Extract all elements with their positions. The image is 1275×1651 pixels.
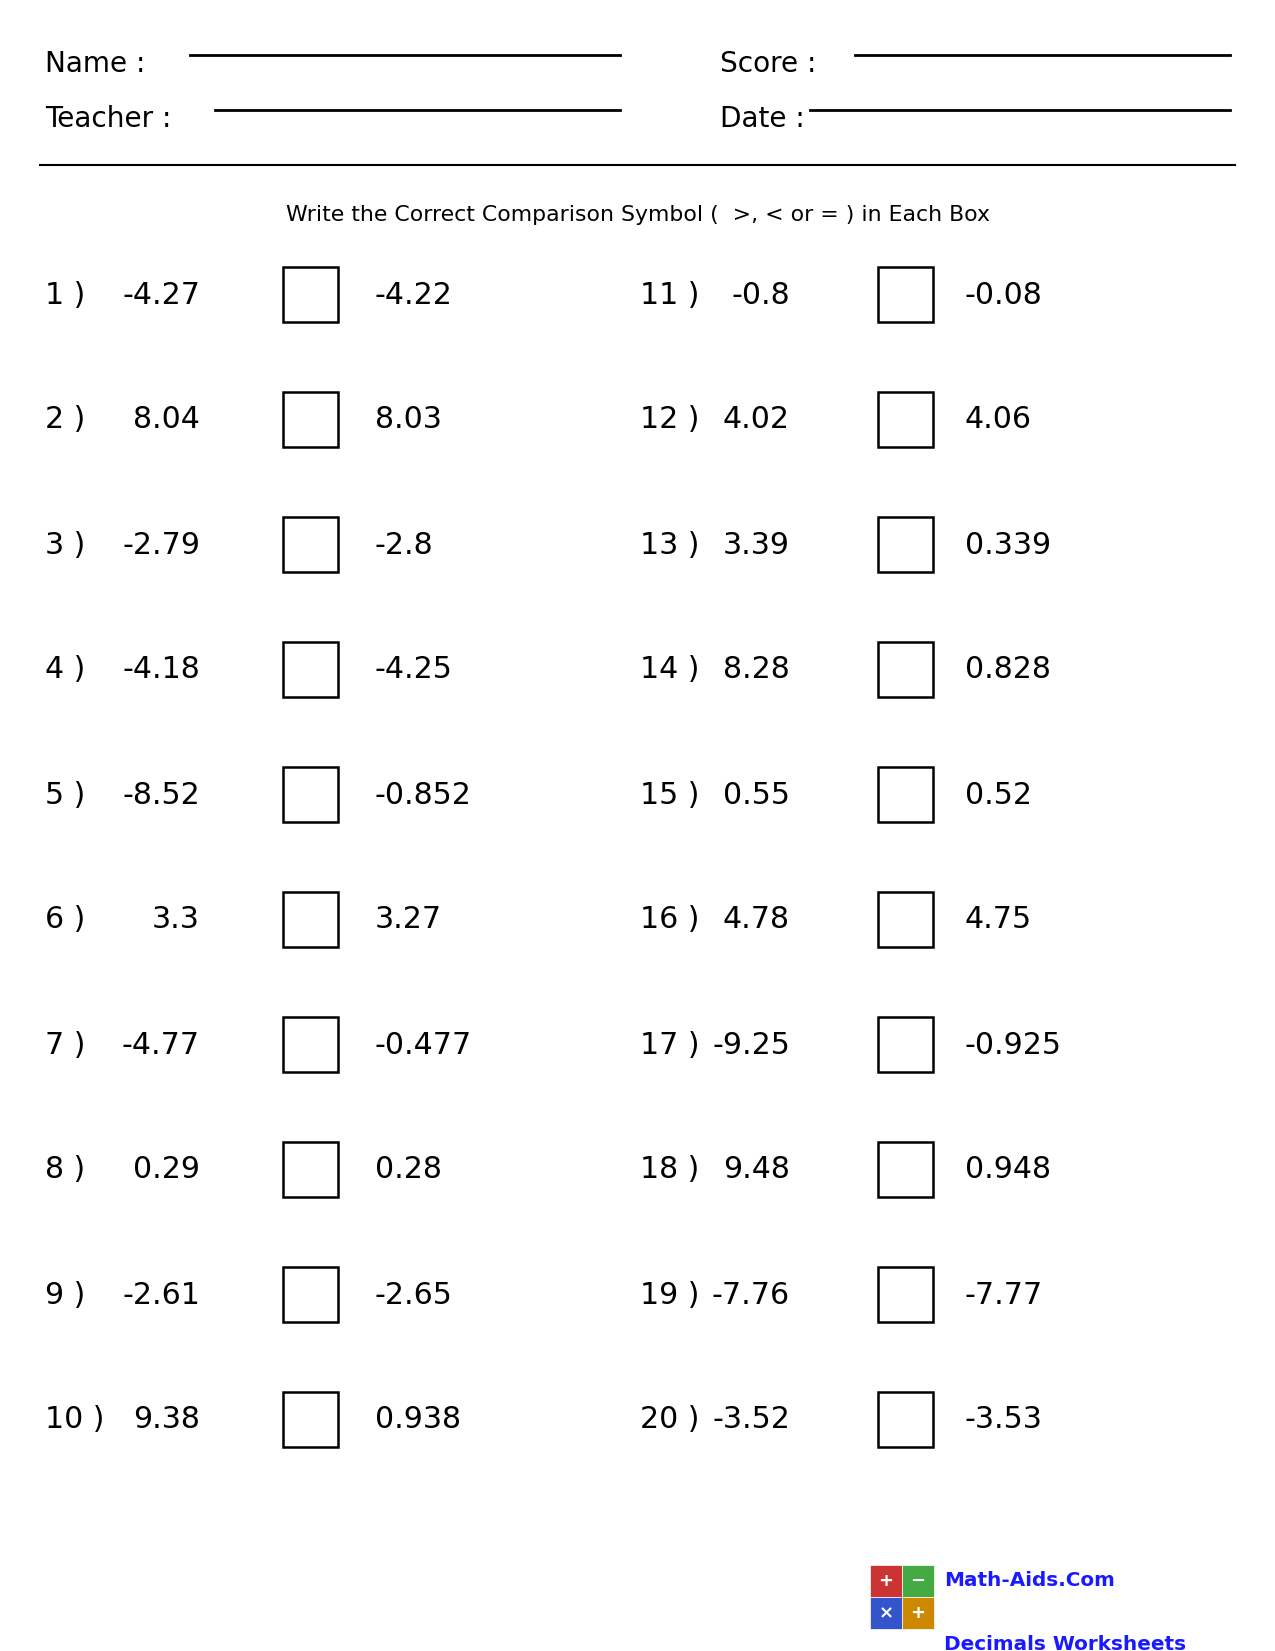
FancyBboxPatch shape bbox=[283, 1017, 338, 1073]
Text: 1 ): 1 ) bbox=[45, 281, 85, 309]
FancyBboxPatch shape bbox=[901, 1565, 935, 1597]
FancyBboxPatch shape bbox=[283, 1142, 338, 1197]
Text: −: − bbox=[910, 1572, 926, 1590]
Text: -3.52: -3.52 bbox=[713, 1405, 790, 1435]
Text: ×: × bbox=[878, 1605, 894, 1621]
Text: 0.52: 0.52 bbox=[965, 781, 1031, 809]
Text: Math-Aids.Com: Math-Aids.Com bbox=[944, 1572, 1114, 1590]
Text: -2.65: -2.65 bbox=[375, 1281, 453, 1309]
FancyBboxPatch shape bbox=[877, 267, 932, 322]
Text: -9.25: -9.25 bbox=[713, 1030, 790, 1060]
Text: -4.77: -4.77 bbox=[122, 1030, 200, 1060]
FancyBboxPatch shape bbox=[283, 642, 338, 697]
Text: 3.3: 3.3 bbox=[152, 905, 200, 934]
FancyBboxPatch shape bbox=[870, 1565, 901, 1597]
FancyBboxPatch shape bbox=[283, 893, 338, 948]
Text: -0.08: -0.08 bbox=[965, 281, 1043, 309]
Text: -0.852: -0.852 bbox=[375, 781, 472, 809]
Text: 19 ): 19 ) bbox=[640, 1281, 700, 1309]
Text: -4.18: -4.18 bbox=[122, 655, 200, 685]
FancyBboxPatch shape bbox=[877, 1142, 932, 1197]
Text: +: + bbox=[910, 1605, 926, 1621]
Text: 9 ): 9 ) bbox=[45, 1281, 85, 1309]
Text: -2.8: -2.8 bbox=[375, 530, 434, 560]
Text: 18 ): 18 ) bbox=[640, 1156, 699, 1184]
FancyBboxPatch shape bbox=[901, 1597, 935, 1630]
Text: 17 ): 17 ) bbox=[640, 1030, 700, 1060]
Text: 0.938: 0.938 bbox=[375, 1405, 462, 1435]
Text: -4.22: -4.22 bbox=[375, 281, 453, 309]
Text: 4.78: 4.78 bbox=[723, 905, 790, 934]
Text: 4.02: 4.02 bbox=[723, 406, 790, 434]
Text: 4.06: 4.06 bbox=[965, 406, 1031, 434]
FancyBboxPatch shape bbox=[283, 267, 338, 322]
Text: 13 ): 13 ) bbox=[640, 530, 700, 560]
Text: -2.61: -2.61 bbox=[122, 1281, 200, 1309]
Text: 3.39: 3.39 bbox=[723, 530, 790, 560]
Text: -7.77: -7.77 bbox=[965, 1281, 1043, 1309]
Text: 0.948: 0.948 bbox=[965, 1156, 1051, 1184]
Text: 0.55: 0.55 bbox=[723, 781, 790, 809]
FancyBboxPatch shape bbox=[877, 1017, 932, 1073]
Text: 0.28: 0.28 bbox=[375, 1156, 442, 1184]
Text: -0.477: -0.477 bbox=[375, 1030, 472, 1060]
Text: -0.925: -0.925 bbox=[965, 1030, 1062, 1060]
Text: -4.25: -4.25 bbox=[375, 655, 453, 685]
Text: -7.76: -7.76 bbox=[711, 1281, 790, 1309]
Text: 4 ): 4 ) bbox=[45, 655, 85, 685]
Text: Score :: Score : bbox=[720, 50, 816, 78]
Text: 9.48: 9.48 bbox=[723, 1156, 790, 1184]
FancyBboxPatch shape bbox=[877, 768, 932, 822]
Text: 12 ): 12 ) bbox=[640, 406, 700, 434]
Text: Date :: Date : bbox=[720, 106, 805, 134]
FancyBboxPatch shape bbox=[877, 1392, 932, 1448]
FancyBboxPatch shape bbox=[283, 393, 338, 447]
Text: Name :: Name : bbox=[45, 50, 145, 78]
Text: 5 ): 5 ) bbox=[45, 781, 85, 809]
Text: 4.75: 4.75 bbox=[965, 905, 1033, 934]
Text: 0.339: 0.339 bbox=[965, 530, 1051, 560]
Text: 6 ): 6 ) bbox=[45, 905, 85, 934]
Text: 10 ): 10 ) bbox=[45, 1405, 105, 1435]
FancyBboxPatch shape bbox=[870, 1597, 901, 1630]
Text: 8 ): 8 ) bbox=[45, 1156, 85, 1184]
FancyBboxPatch shape bbox=[283, 517, 338, 573]
Text: -2.79: -2.79 bbox=[122, 530, 200, 560]
Text: 8.04: 8.04 bbox=[133, 406, 200, 434]
FancyBboxPatch shape bbox=[283, 768, 338, 822]
FancyBboxPatch shape bbox=[283, 1268, 338, 1322]
Text: 3 ): 3 ) bbox=[45, 530, 85, 560]
Text: -4.27: -4.27 bbox=[122, 281, 200, 309]
Text: 15 ): 15 ) bbox=[640, 781, 700, 809]
Text: 0.828: 0.828 bbox=[965, 655, 1051, 685]
FancyBboxPatch shape bbox=[877, 1268, 932, 1322]
FancyBboxPatch shape bbox=[877, 642, 932, 697]
Text: Teacher :: Teacher : bbox=[45, 106, 171, 134]
Text: 3.27: 3.27 bbox=[375, 905, 442, 934]
Text: 11 ): 11 ) bbox=[640, 281, 700, 309]
Text: 8.03: 8.03 bbox=[375, 406, 442, 434]
Text: Decimals Worksheets: Decimals Worksheets bbox=[944, 1636, 1186, 1651]
Text: 7 ): 7 ) bbox=[45, 1030, 85, 1060]
Text: 0.29: 0.29 bbox=[133, 1156, 200, 1184]
Text: 14 ): 14 ) bbox=[640, 655, 700, 685]
Text: 2 ): 2 ) bbox=[45, 406, 85, 434]
Text: 16 ): 16 ) bbox=[640, 905, 700, 934]
Text: 9.38: 9.38 bbox=[133, 1405, 200, 1435]
FancyBboxPatch shape bbox=[877, 893, 932, 948]
Text: Write the Correct Comparison Symbol (  >, < or = ) in Each Box: Write the Correct Comparison Symbol ( >,… bbox=[286, 205, 989, 225]
Text: 8.28: 8.28 bbox=[723, 655, 790, 685]
FancyBboxPatch shape bbox=[877, 393, 932, 447]
Text: -8.52: -8.52 bbox=[122, 781, 200, 809]
Text: +: + bbox=[878, 1572, 894, 1590]
FancyBboxPatch shape bbox=[283, 1392, 338, 1448]
Text: -3.53: -3.53 bbox=[965, 1405, 1043, 1435]
FancyBboxPatch shape bbox=[877, 517, 932, 573]
Text: -0.8: -0.8 bbox=[732, 281, 790, 309]
Text: 20 ): 20 ) bbox=[640, 1405, 700, 1435]
